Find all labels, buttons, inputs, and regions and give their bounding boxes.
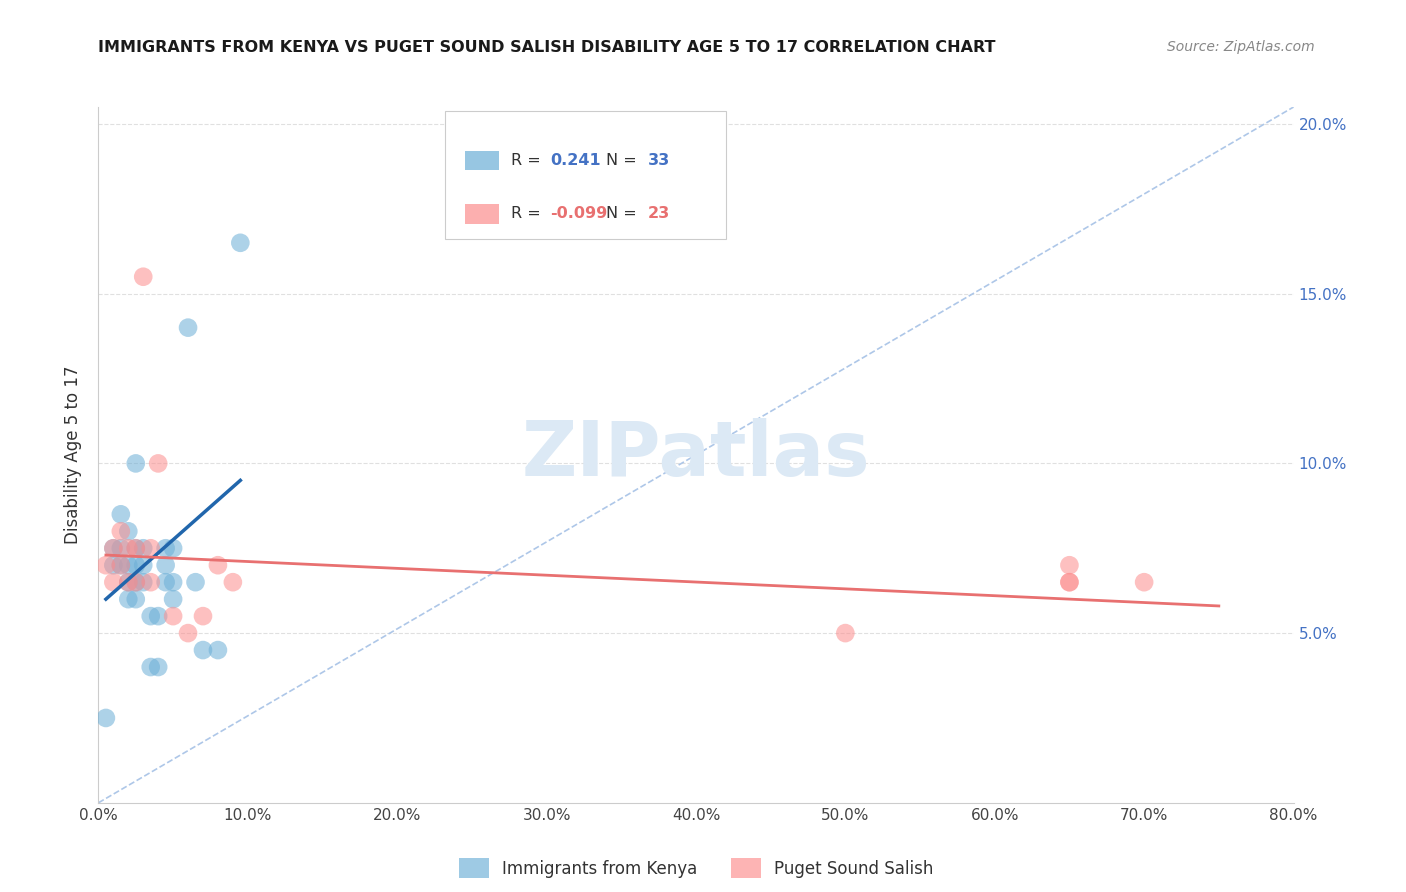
Text: 33: 33 (648, 153, 671, 168)
Point (132, 541, 155, 556)
Y-axis label: Disability Age 5 to 17: Disability Age 5 to 17 (65, 366, 83, 544)
Text: ZIPatlas: ZIPatlas (522, 418, 870, 491)
Point (125, 592, 148, 607)
Point (177, 320, 200, 334)
Text: N =: N = (606, 206, 643, 221)
Point (139, 660, 162, 674)
Point (125, 575, 148, 590)
Point (125, 575, 148, 590)
Point (110, 508, 132, 522)
Point (155, 575, 177, 590)
Point (139, 575, 162, 590)
Point (125, 541, 148, 556)
Point (207, 643, 229, 657)
Point (1059, 575, 1081, 590)
Point (155, 541, 177, 556)
Point (207, 558, 229, 573)
Bar (465, 151, 499, 170)
Point (132, 558, 155, 573)
Point (110, 558, 132, 573)
Bar (465, 204, 499, 224)
Point (834, 626, 856, 640)
Point (191, 643, 214, 657)
Point (110, 524, 132, 539)
Text: 23: 23 (648, 206, 671, 221)
FancyBboxPatch shape (446, 111, 725, 239)
Point (103, 558, 125, 573)
Legend: Immigrants from Kenya, Puget Sound Salish: Immigrants from Kenya, Puget Sound Salis… (451, 851, 941, 885)
Point (184, 575, 207, 590)
Point (94, 558, 117, 573)
Point (162, 575, 184, 590)
Point (1059, 558, 1081, 573)
Point (177, 626, 200, 640)
Text: N =: N = (606, 153, 643, 168)
Point (132, 575, 155, 590)
Point (125, 457, 148, 471)
Point (117, 592, 139, 607)
Point (125, 558, 148, 573)
Point (103, 541, 125, 556)
Point (162, 541, 184, 556)
Point (162, 609, 184, 624)
Point (139, 541, 162, 556)
Point (94, 711, 117, 725)
Point (117, 558, 139, 573)
Text: IMMIGRANTS FROM KENYA VS PUGET SOUND SALISH DISABILITY AGE 5 TO 17 CORRELATION C: IMMIGRANTS FROM KENYA VS PUGET SOUND SAL… (98, 40, 995, 55)
Point (148, 660, 170, 674)
Point (148, 457, 170, 471)
Point (103, 575, 125, 590)
Point (148, 609, 170, 624)
Point (229, 235, 252, 250)
Text: -0.099: -0.099 (550, 206, 607, 221)
Point (117, 541, 139, 556)
Point (117, 575, 139, 590)
Point (125, 541, 148, 556)
Point (117, 524, 139, 539)
Text: R =: R = (510, 206, 546, 221)
Point (110, 541, 132, 556)
Point (191, 609, 214, 624)
Point (155, 558, 177, 573)
Point (1133, 575, 1156, 590)
Point (117, 575, 139, 590)
Point (110, 558, 132, 573)
Text: R =: R = (510, 153, 546, 168)
Point (139, 609, 162, 624)
Point (103, 541, 125, 556)
Point (222, 575, 245, 590)
Point (162, 592, 184, 607)
Point (1059, 575, 1081, 590)
Text: Source: ZipAtlas.com: Source: ZipAtlas.com (1167, 40, 1315, 54)
Point (132, 269, 155, 284)
Text: 0.241: 0.241 (550, 153, 600, 168)
